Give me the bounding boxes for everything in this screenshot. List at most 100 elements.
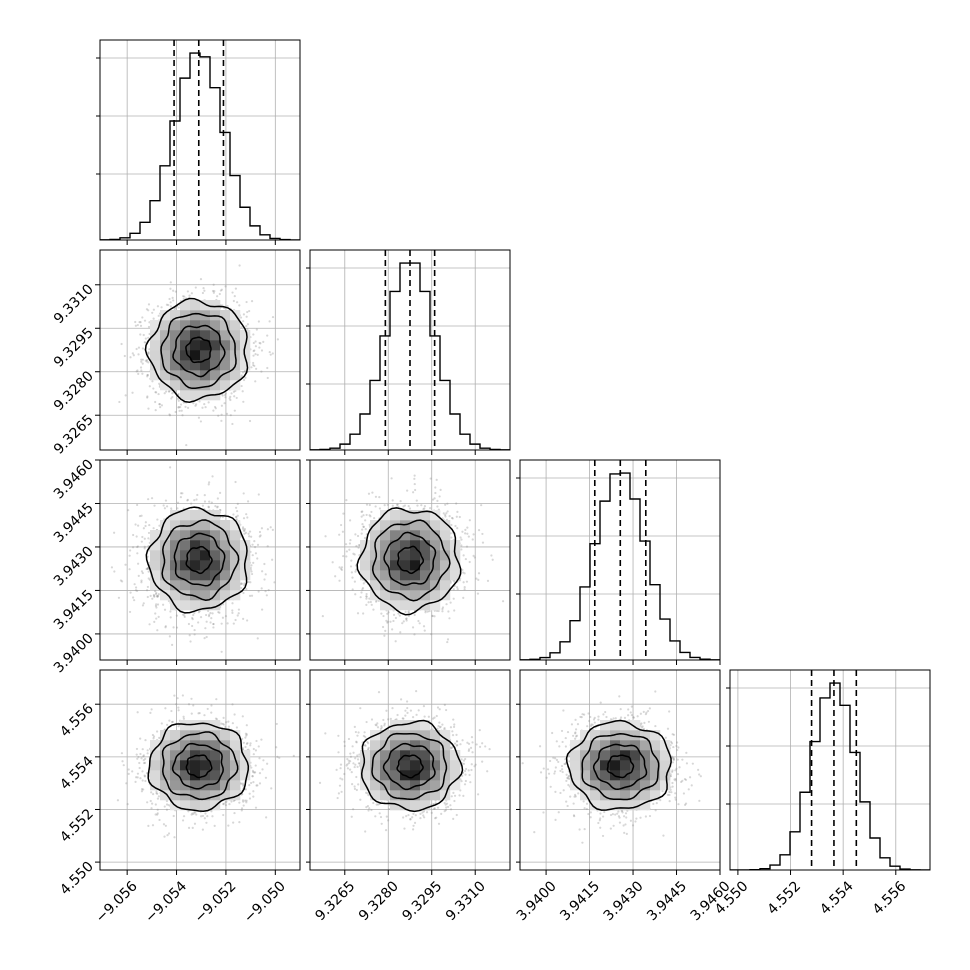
scatter-point bbox=[151, 380, 154, 383]
density-cell bbox=[200, 600, 211, 611]
scatter-point bbox=[183, 614, 186, 617]
scatter-point bbox=[446, 502, 449, 505]
scatter-point bbox=[420, 504, 423, 507]
scatter-point bbox=[271, 352, 274, 355]
scatter-point bbox=[238, 264, 241, 267]
scatter-point bbox=[151, 597, 154, 600]
scatter-point bbox=[373, 516, 376, 520]
density-cell bbox=[230, 580, 241, 591]
scatter-point bbox=[162, 603, 165, 606]
scatter-point bbox=[350, 559, 353, 562]
scatter-point bbox=[117, 596, 121, 599]
scatter-point bbox=[177, 392, 180, 396]
scatter-point bbox=[123, 354, 126, 358]
scatter-point bbox=[246, 310, 249, 314]
scatter-point bbox=[258, 535, 261, 538]
scatter-point bbox=[269, 526, 272, 529]
scatter-point bbox=[211, 289, 215, 293]
panel-1-0 bbox=[99, 249, 301, 455]
scatter-point bbox=[147, 361, 150, 364]
scatter-point bbox=[188, 294, 191, 297]
scatter-point bbox=[224, 285, 227, 288]
scatter-point bbox=[268, 350, 271, 354]
scatter-point bbox=[228, 397, 231, 400]
scatter-point bbox=[171, 395, 174, 399]
scatter-point bbox=[244, 369, 247, 373]
scatter-point bbox=[174, 410, 177, 414]
scatter-point bbox=[225, 412, 229, 415]
scatter-point bbox=[363, 536, 367, 540]
scatter-point bbox=[147, 352, 150, 355]
scatter-point bbox=[141, 362, 144, 365]
scatter-point bbox=[407, 505, 410, 508]
scatter-point bbox=[365, 592, 368, 596]
density-cell bbox=[180, 320, 191, 331]
scatter-point bbox=[135, 370, 138, 373]
scatter-point bbox=[218, 292, 221, 296]
scatter-point bbox=[222, 603, 225, 606]
scatter-point bbox=[234, 618, 237, 622]
scatter-point bbox=[135, 347, 138, 351]
scatter-point bbox=[191, 616, 194, 620]
scatter-point bbox=[213, 405, 217, 409]
density-cell bbox=[210, 530, 221, 541]
scatter-point bbox=[257, 320, 260, 323]
scatter-point bbox=[217, 414, 220, 417]
scatter-point bbox=[199, 278, 203, 281]
density-cell bbox=[160, 350, 171, 361]
scatter-point bbox=[243, 532, 246, 535]
scatter-point bbox=[266, 376, 269, 380]
scatter-point bbox=[216, 505, 219, 508]
scatter-point bbox=[444, 515, 447, 518]
density-cell bbox=[210, 550, 221, 561]
scatter-point bbox=[169, 610, 172, 613]
scatter-point bbox=[145, 359, 149, 362]
scatter-point bbox=[232, 622, 235, 625]
scatter-point bbox=[148, 385, 151, 388]
scatter-point bbox=[208, 481, 211, 484]
scatter-point bbox=[193, 628, 196, 632]
scatter-point bbox=[131, 391, 134, 394]
scatter-point bbox=[416, 504, 419, 507]
density-cell bbox=[210, 360, 221, 371]
scatter-point bbox=[243, 370, 246, 373]
density-cell bbox=[150, 570, 161, 581]
density-cell bbox=[190, 590, 201, 601]
scatter-point bbox=[378, 507, 382, 510]
scatter-point bbox=[208, 500, 211, 503]
scatter-point bbox=[135, 535, 138, 538]
density-cell bbox=[180, 340, 191, 351]
density-cell bbox=[170, 340, 181, 351]
scatter-point bbox=[256, 543, 260, 546]
scatter-point bbox=[136, 545, 139, 549]
density-cell bbox=[150, 550, 161, 561]
scatter-point bbox=[139, 321, 142, 324]
scatter-point bbox=[147, 303, 151, 306]
density-cell bbox=[230, 530, 241, 541]
density-cell bbox=[190, 300, 201, 311]
scatter-point bbox=[256, 557, 259, 560]
density-cell bbox=[230, 370, 241, 381]
scatter-point bbox=[234, 480, 237, 484]
scatter-point bbox=[145, 308, 149, 311]
scatter-point bbox=[239, 316, 243, 319]
scatter-point bbox=[441, 610, 444, 613]
scatter-point bbox=[342, 554, 345, 558]
scatter-point bbox=[368, 514, 371, 517]
scatter-point bbox=[242, 529, 246, 532]
scatter-point bbox=[132, 533, 135, 537]
scatter-point bbox=[113, 570, 116, 573]
density-cell bbox=[190, 580, 201, 591]
scatter-point bbox=[251, 554, 254, 557]
scatter-point bbox=[147, 325, 151, 329]
panel-2-1 bbox=[306, 459, 511, 665]
scatter-point bbox=[403, 504, 407, 507]
scatter-point bbox=[235, 518, 238, 521]
scatter-point bbox=[179, 496, 182, 499]
scatter-point bbox=[218, 491, 222, 494]
density-cell bbox=[170, 520, 181, 531]
scatter-point bbox=[224, 396, 227, 399]
scatter-point bbox=[254, 353, 257, 356]
scatter-point bbox=[181, 414, 184, 417]
